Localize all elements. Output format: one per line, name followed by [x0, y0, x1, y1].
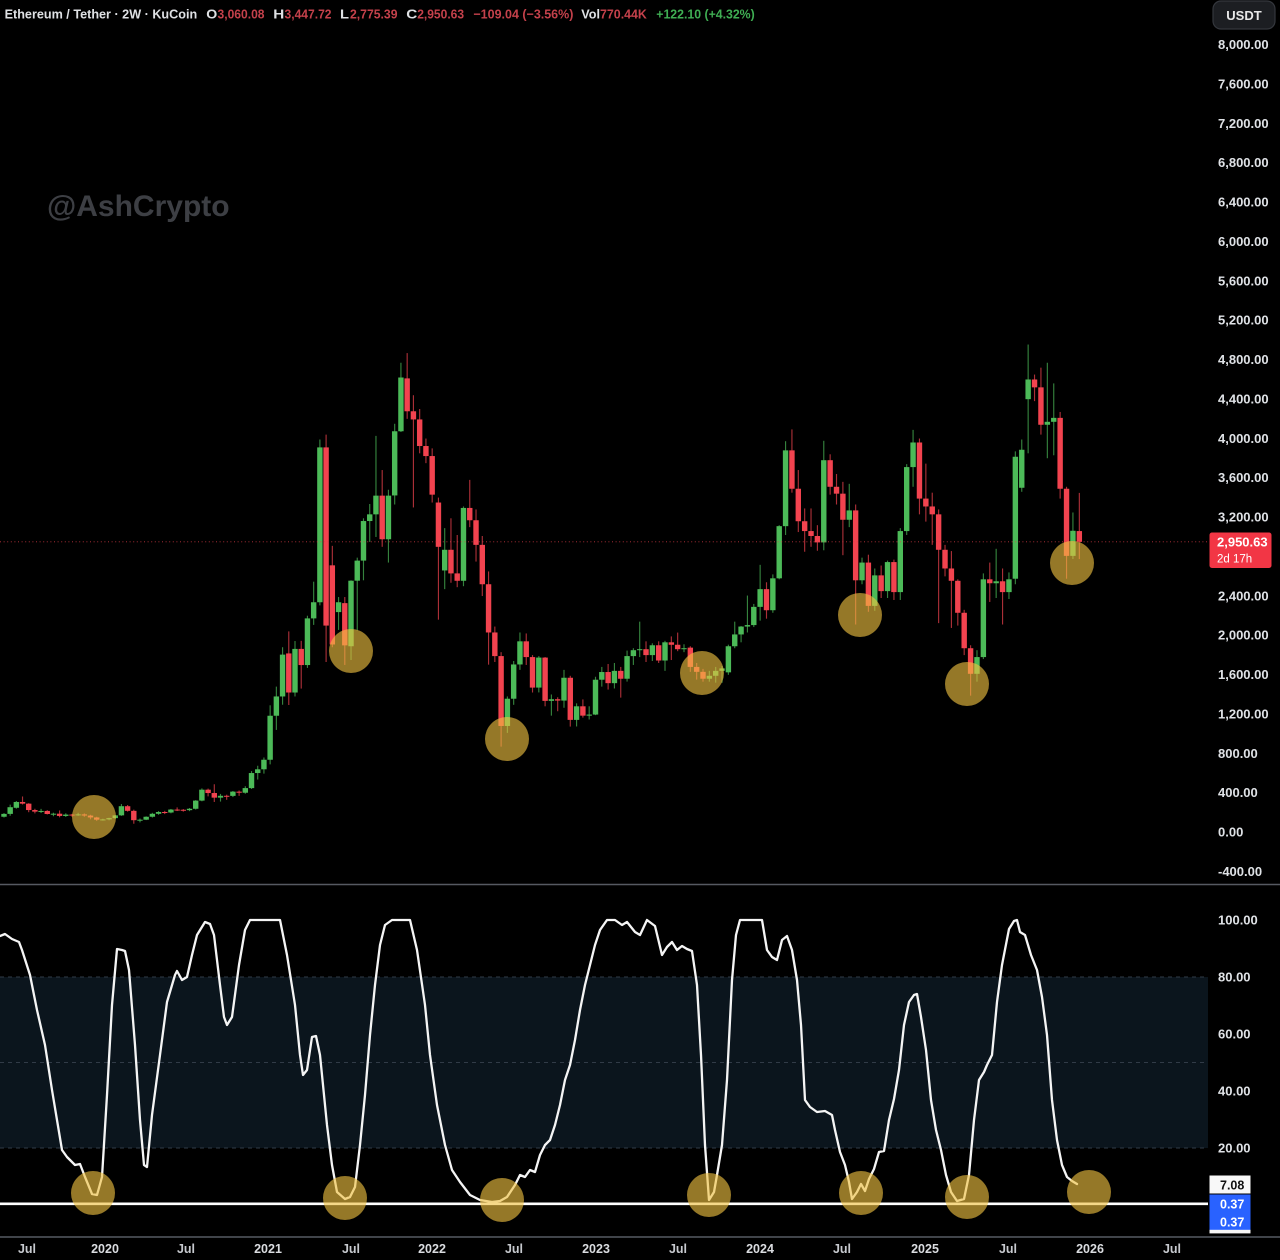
svg-text:3,447.72: 3,447.72 [285, 7, 332, 22]
svg-text:2,775.39: 2,775.39 [350, 7, 398, 22]
svg-text:4,000.00: 4,000.00 [1218, 431, 1269, 446]
svg-text:0.37: 0.37 [1220, 1216, 1244, 1230]
svg-text:7.08: 7.08 [1220, 1179, 1244, 1193]
svg-text:6,000.00: 6,000.00 [1218, 234, 1269, 249]
svg-text:Jul: Jul [833, 1242, 851, 1256]
svg-text:2025: 2025 [911, 1242, 939, 1256]
svg-text:100.00: 100.00 [1218, 912, 1258, 927]
svg-text:5,600.00: 5,600.00 [1218, 273, 1269, 288]
svg-text:2,000.00: 2,000.00 [1218, 628, 1269, 643]
svg-text:+122.10 (+4.32%): +122.10 (+4.32%) [656, 7, 754, 22]
svg-text:−109.04 (−3.56%): −109.04 (−3.56%) [473, 7, 573, 22]
svg-text:2,950.63: 2,950.63 [1217, 535, 1268, 550]
svg-text:Vol: Vol [581, 7, 600, 22]
svg-text:2024: 2024 [746, 1242, 774, 1256]
svg-text:80.00: 80.00 [1218, 969, 1251, 984]
svg-text:5,200.00: 5,200.00 [1218, 313, 1269, 328]
svg-text:L: L [340, 7, 349, 22]
svg-text:3,060.08: 3,060.08 [218, 7, 265, 22]
svg-text:4,800.00: 4,800.00 [1218, 352, 1269, 367]
svg-text:8,000.00: 8,000.00 [1218, 37, 1269, 52]
svg-text:6,800.00: 6,800.00 [1218, 155, 1269, 170]
svg-text:Jul: Jul [342, 1242, 360, 1256]
svg-text:1,600.00: 1,600.00 [1218, 667, 1269, 682]
svg-text:2,950.63: 2,950.63 [417, 7, 464, 22]
svg-text:Jul: Jul [18, 1242, 36, 1256]
svg-text:60.00: 60.00 [1218, 1026, 1251, 1041]
svg-text:Jul: Jul [505, 1242, 523, 1256]
svg-text:C: C [406, 7, 418, 22]
svg-text:@AshCrypto: @AshCrypto [47, 190, 230, 223]
svg-text:770.44K: 770.44K [600, 7, 647, 22]
svg-text:6,400.00: 6,400.00 [1218, 195, 1269, 210]
svg-text:Jul: Jul [669, 1242, 687, 1256]
svg-text:H: H [273, 7, 284, 22]
svg-text:20.00: 20.00 [1218, 1140, 1251, 1155]
svg-text:Jul: Jul [999, 1242, 1017, 1256]
svg-text:7,200.00: 7,200.00 [1218, 116, 1269, 131]
svg-text:2022: 2022 [418, 1242, 446, 1256]
svg-text:2023: 2023 [582, 1242, 610, 1256]
svg-text:-400.00: -400.00 [1218, 864, 1262, 879]
svg-text:3,200.00: 3,200.00 [1218, 510, 1269, 525]
svg-text:2d 17h: 2d 17h [1217, 554, 1252, 566]
svg-text:7,600.00: 7,600.00 [1218, 77, 1269, 92]
svg-text:O: O [206, 7, 217, 22]
svg-text:2,400.00: 2,400.00 [1218, 588, 1269, 603]
svg-text:40.00: 40.00 [1218, 1083, 1251, 1098]
svg-text:0.37: 0.37 [1220, 1198, 1244, 1212]
svg-text:3,600.00: 3,600.00 [1218, 470, 1269, 485]
svg-text:Ethereum / Tether · 2W · KuCoi: Ethereum / Tether · 2W · KuCoin [5, 7, 198, 22]
svg-text:1,200.00: 1,200.00 [1218, 707, 1269, 722]
svg-text:Jul: Jul [1163, 1242, 1181, 1256]
svg-text:2021: 2021 [254, 1242, 282, 1256]
svg-text:4,400.00: 4,400.00 [1218, 392, 1269, 407]
svg-text:2020: 2020 [91, 1242, 119, 1256]
svg-text:400.00: 400.00 [1218, 785, 1258, 800]
svg-text:2026: 2026 [1076, 1242, 1104, 1256]
svg-text:800.00: 800.00 [1218, 746, 1258, 761]
svg-text:0.00: 0.00 [1218, 825, 1243, 840]
svg-text:Jul: Jul [177, 1242, 195, 1256]
svg-text:USDT: USDT [1226, 8, 1261, 23]
